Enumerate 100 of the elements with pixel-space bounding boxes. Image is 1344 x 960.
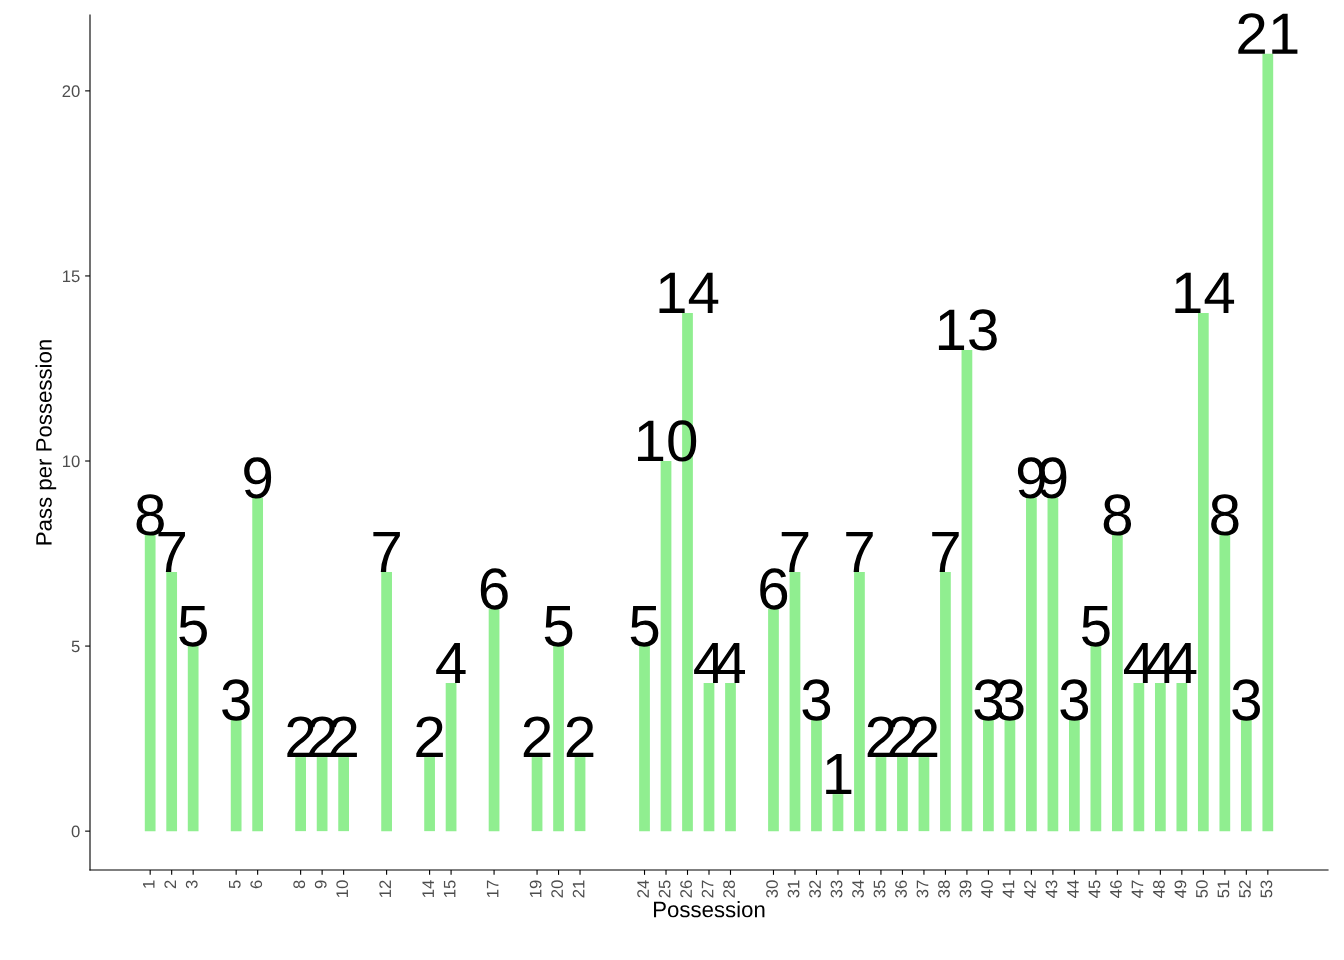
data-label: 3 (1060, 679, 1089, 721)
data-label: 5 (1081, 605, 1110, 647)
bar (918, 757, 930, 832)
data-label: 3 (1232, 679, 1260, 721)
x-tick-label: 5 (229, 880, 241, 889)
bar (166, 572, 178, 832)
x-tick-label: 3 (185, 880, 198, 889)
x-tick-label: 41 (1002, 880, 1015, 898)
x-tick-label: 49 (1174, 880, 1187, 898)
bar (961, 349, 973, 832)
x-tick-label: 45 (1088, 880, 1101, 898)
bar (381, 572, 392, 832)
x-tick-label: 46 (1110, 880, 1122, 898)
x-tick-label: 51 (1217, 880, 1230, 898)
data-label: 3 (222, 679, 250, 721)
x-tick-label: 27 (701, 880, 714, 898)
data-label: 7 (373, 531, 400, 573)
bar (725, 683, 736, 832)
bar (230, 720, 242, 832)
bar (1133, 683, 1145, 832)
x-tick-label: 53 (1260, 880, 1273, 898)
x-tick-label: 48 (1153, 880, 1165, 898)
x-tick-label: 10 (336, 880, 349, 897)
bar (1090, 646, 1102, 832)
data-label: 14 (659, 272, 719, 313)
bar (897, 757, 908, 832)
data-label: 6 (480, 568, 508, 610)
bar (531, 757, 543, 832)
x-tick-label: 36 (895, 880, 907, 898)
x-tick-label: 43 (1045, 880, 1058, 898)
x-tick-label: 28 (723, 880, 735, 898)
x-tick-label: 17 (486, 880, 499, 897)
x-tick-label: 34 (852, 880, 864, 898)
bar (1262, 53, 1274, 832)
data-label: 4 (436, 642, 466, 684)
data-label: 10 (638, 420, 697, 462)
x-tick-label: 24 (637, 880, 649, 898)
bar (144, 535, 156, 832)
bar (1219, 535, 1231, 832)
data-label: 8 (1211, 494, 1239, 536)
bar (1047, 498, 1059, 832)
bar (1111, 535, 1123, 832)
x-tick-label: 15 (443, 880, 456, 897)
data-label: 2 (416, 716, 443, 758)
bar (983, 720, 994, 832)
data-label: 13 (938, 309, 997, 351)
x-tick-label: 40 (981, 880, 993, 898)
x-axis-title: Possession (654, 901, 765, 918)
bar (316, 757, 328, 832)
x-tick-label: 2 (164, 880, 176, 889)
x-tick-label: 33 (830, 880, 843, 898)
x-tick-label: 12 (379, 880, 391, 897)
x-tick-label: 44 (1067, 880, 1079, 898)
x-tick-label: 14 (422, 880, 434, 897)
x-tick-label: 6 (250, 880, 263, 889)
bar (789, 572, 801, 832)
x-tick-label: 8 (293, 880, 306, 889)
x-tick-label: 1 (143, 880, 155, 888)
bar (639, 646, 650, 832)
bar (1197, 312, 1209, 832)
y-tick-label: 20 (62, 85, 80, 98)
bar (1069, 720, 1080, 832)
bar (1026, 498, 1037, 832)
x-tick-label: 19 (529, 880, 542, 897)
x-tick-label: 25 (658, 880, 671, 898)
x-tick-label: 30 (766, 880, 778, 898)
bar (875, 757, 887, 832)
x-tick-label: 32 (809, 880, 821, 898)
bar (1004, 720, 1016, 832)
data-label: 2 (566, 716, 594, 758)
bar (187, 646, 199, 832)
bar (338, 757, 349, 832)
x-tick-label: 31 (787, 880, 800, 898)
data-label: 9 (244, 457, 272, 499)
data-label: 2 (523, 716, 551, 758)
bar (574, 757, 586, 832)
y-tick-label: 15 (63, 270, 80, 283)
bar (854, 572, 865, 832)
x-tick-label: 35 (873, 880, 886, 898)
y-tick-label: 5 (71, 640, 80, 653)
x-tick-label: 26 (680, 880, 692, 898)
bar (660, 461, 672, 832)
data-label: 21 (1238, 13, 1298, 54)
y-tick-label: 0 (71, 825, 80, 838)
bar (553, 646, 564, 832)
x-tick-label: 37 (916, 880, 929, 898)
y-tick-label: 10 (63, 455, 80, 468)
data-label: 7 (846, 531, 873, 573)
data-label: 5 (179, 605, 207, 647)
data-label: 7 (932, 531, 959, 573)
x-tick-label: 47 (1131, 880, 1144, 898)
bar (1154, 683, 1166, 832)
bar (1176, 683, 1188, 832)
x-tick-label: 52 (1239, 880, 1251, 898)
data-label: 5 (544, 605, 573, 647)
data-label: 8 (1103, 494, 1132, 536)
x-tick-label: 20 (551, 880, 564, 898)
x-tick-label: 38 (938, 880, 950, 898)
data-label: 5 (630, 605, 659, 647)
x-tick-label: 39 (959, 880, 972, 898)
